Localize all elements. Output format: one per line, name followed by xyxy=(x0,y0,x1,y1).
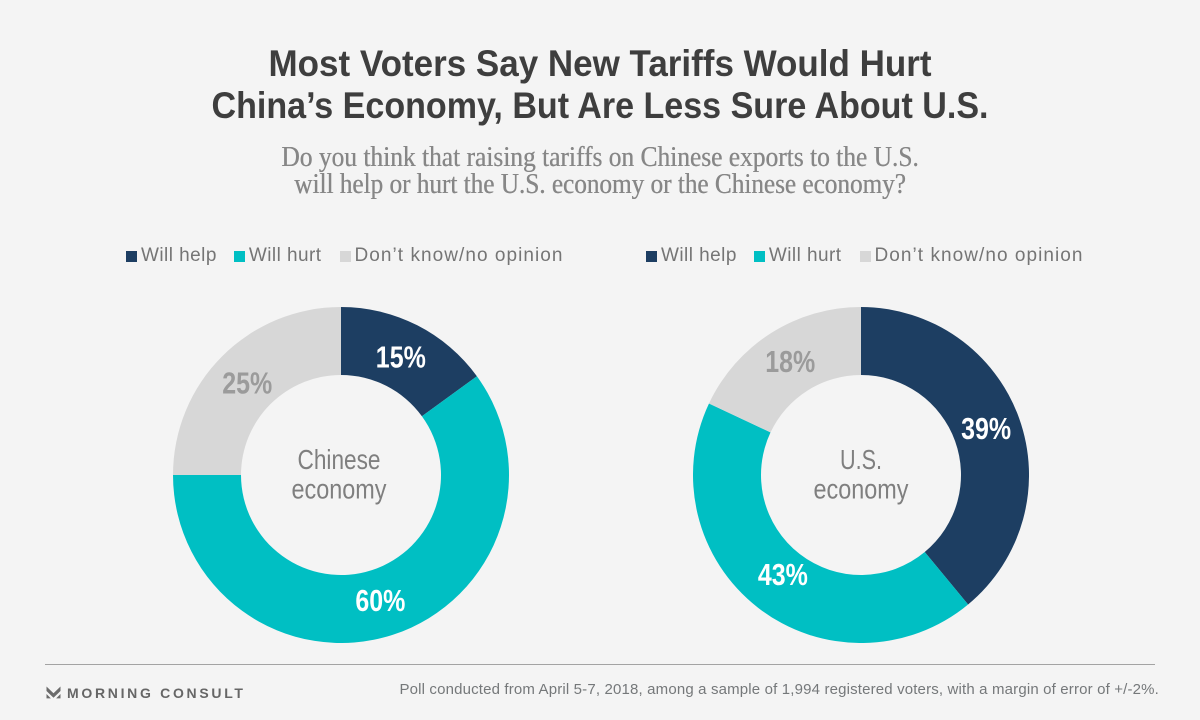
svg-text:43%: 43% xyxy=(758,557,808,592)
svg-text:U.S.: U.S. xyxy=(840,444,882,475)
svg-text:25%: 25% xyxy=(222,366,272,401)
svg-text:economy: economy xyxy=(814,474,909,505)
svg-text:economy: economy xyxy=(292,474,387,505)
svg-text:60%: 60% xyxy=(355,583,405,618)
svg-text:15%: 15% xyxy=(376,340,426,375)
svg-text:18%: 18% xyxy=(765,344,815,379)
svg-text:Chinese: Chinese xyxy=(298,444,381,475)
svg-text:39%: 39% xyxy=(961,411,1011,446)
